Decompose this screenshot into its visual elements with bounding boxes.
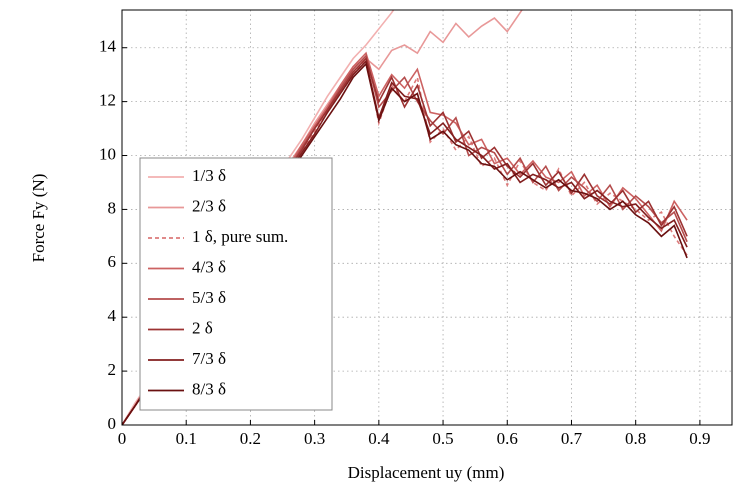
legend-label: 2/3 δ — [192, 196, 226, 215]
y-axis-label: Force Fy (N) — [29, 174, 48, 263]
legend-label: 8/3 δ — [192, 379, 226, 398]
x-axis-label: Displacement uy (mm) — [348, 463, 505, 482]
y-tick-label: 6 — [108, 252, 117, 271]
x-tick-label: 0.6 — [497, 429, 518, 448]
x-tick-label: 0.7 — [561, 429, 583, 448]
y-tick-label: 4 — [108, 306, 117, 325]
x-tick-label: 0.8 — [625, 429, 646, 448]
x-tick-label: 0.2 — [240, 429, 261, 448]
y-tick-label: 0 — [108, 414, 117, 433]
x-tick-label: 0.4 — [368, 429, 390, 448]
legend-label: 2 δ — [192, 318, 213, 337]
legend-label: 4/3 δ — [192, 257, 226, 276]
legend-label: 7/3 δ — [192, 349, 226, 368]
legend-label: 5/3 δ — [192, 288, 226, 307]
y-tick-label: 8 — [108, 198, 117, 217]
legend-label: 1/3 δ — [192, 166, 226, 185]
legend-box — [139, 157, 333, 411]
legend-label: 1 δ, pure sum. — [192, 227, 288, 246]
x-tick-label: 0.9 — [689, 429, 710, 448]
plot-frame — [121, 9, 733, 426]
y-tick-label: 12 — [99, 91, 116, 110]
y-tick-label: 10 — [99, 144, 116, 163]
x-tick-label: 0.3 — [304, 429, 325, 448]
x-tick-label: 0.1 — [176, 429, 197, 448]
legend: 1/3 δ 2/3 δ 1 δ, pure sum. 4/3 δ 5/3 δ 2 δ 7/3… — [139, 157, 333, 411]
x-tick-label: 0.5 — [432, 429, 453, 448]
y-tick-label: 14 — [99, 37, 117, 56]
y-tick-label: 2 — [108, 360, 117, 379]
x-tick-label: 0 — [118, 429, 127, 448]
